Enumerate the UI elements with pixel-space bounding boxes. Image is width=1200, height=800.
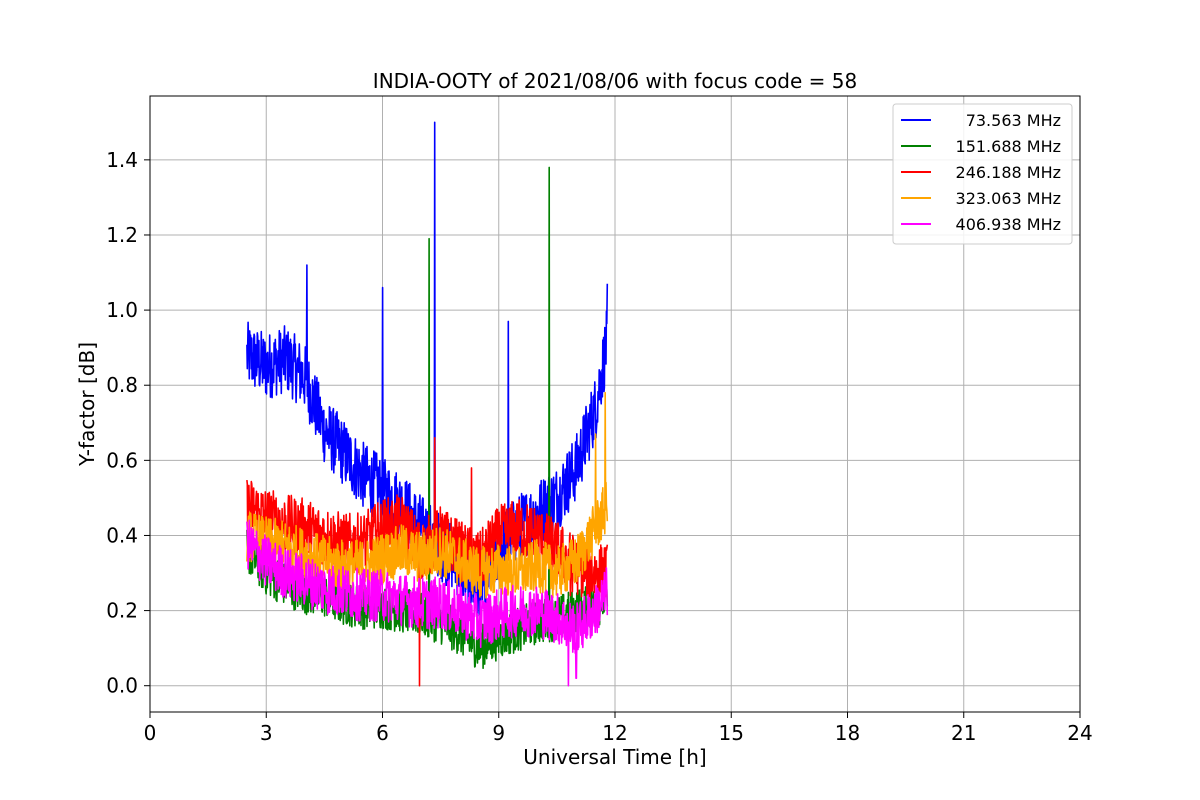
x-tick-label: 18 xyxy=(835,721,860,745)
x-tick-label: 0 xyxy=(144,721,157,745)
y-tick-label: 1.4 xyxy=(106,148,138,172)
x-tick-label: 9 xyxy=(492,721,505,745)
y-tick-label: 1.2 xyxy=(106,223,138,247)
y-axis: 0.0 0.2 0.4 0.6 0.8 1.0 1.2 1.4 xyxy=(106,148,150,698)
x-axis: 0 3 6 9 12 15 18 21 24 xyxy=(144,712,1093,745)
y-tick-label: 1.0 xyxy=(106,298,138,322)
y-tick-label: 0.6 xyxy=(106,448,138,472)
y-tick-label: 0.2 xyxy=(106,599,138,623)
legend-label: 151.688 MHz xyxy=(956,137,1061,156)
x-tick-label: 6 xyxy=(376,721,389,745)
y-tick-label: 0.8 xyxy=(106,373,138,397)
series-group xyxy=(246,121,609,687)
plot-area xyxy=(246,121,609,687)
chart-title: INDIA-OOTY of 2021/08/06 with focus code… xyxy=(373,69,857,93)
legend-box xyxy=(892,103,1073,245)
y-tick-label: 0.4 xyxy=(106,523,138,547)
series-line xyxy=(246,391,609,599)
legend-label: 73.563 MHz xyxy=(966,111,1061,130)
x-tick-label: 24 xyxy=(1067,721,1092,745)
x-tick-label: 21 xyxy=(951,721,976,745)
series-line xyxy=(246,519,609,687)
x-tick-label: 3 xyxy=(260,721,273,745)
legend-label: 246.188 MHz xyxy=(956,163,1061,182)
legend-label: 323.063 MHz xyxy=(956,189,1061,208)
x-tick-label: 15 xyxy=(719,721,744,745)
y-axis-label: Y-factor [dB] xyxy=(75,342,99,467)
x-axis-label: Universal Time [h] xyxy=(523,745,706,769)
legend: 73.563 MHz 151.688 MHz 246.188 MHz 323.063 … xyxy=(892,103,1073,245)
legend-label: 406.938 MHz xyxy=(956,215,1061,234)
x-tick-label: 12 xyxy=(602,721,627,745)
y-tick-label: 0.0 xyxy=(106,674,138,698)
